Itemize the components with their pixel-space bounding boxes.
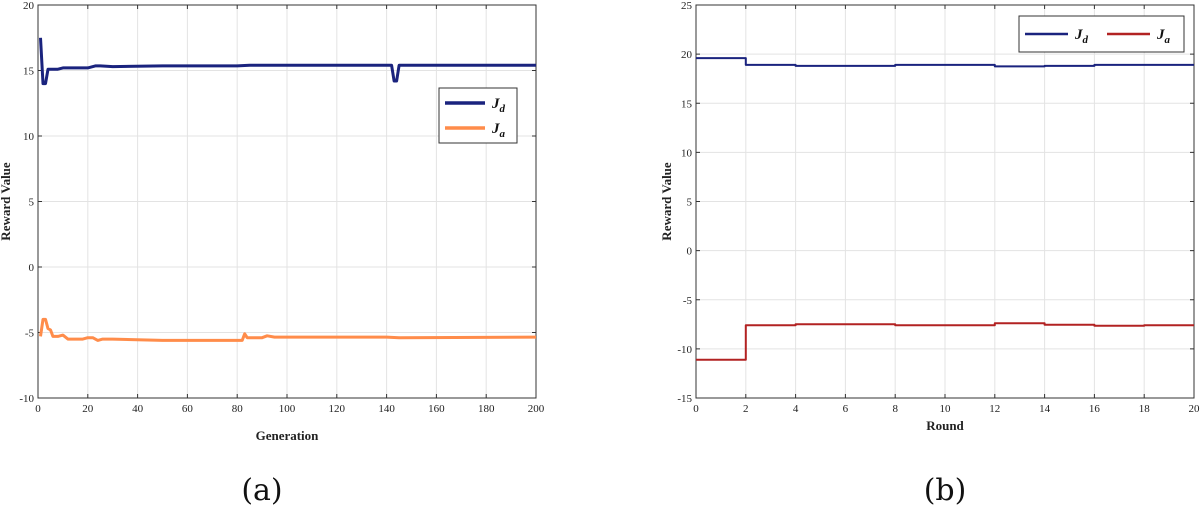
y-tick-label: 0: [29, 262, 35, 274]
y-tick-label: 20: [23, 0, 35, 12]
chart-panel-a: 0 20 40 60 80 100 120 140 160 180 200 -10 -5 0 5 10 15 20…: [0, 0, 545, 508]
x-tick-label: 20: [82, 403, 94, 415]
panel-caption: (b): [924, 473, 967, 508]
x-tick-label: 0: [693, 403, 699, 415]
x-axis-label: Generation: [256, 428, 320, 443]
y-tick-label: 10: [23, 131, 35, 143]
x-tick-label: 18: [1139, 403, 1151, 415]
x-axis-label: Round: [926, 418, 964, 433]
x-tick-label: 120: [329, 403, 346, 415]
x-tick-label: 160: [428, 403, 445, 415]
y-tick-label: 15: [681, 98, 693, 110]
x-tick-label: 60: [182, 403, 194, 415]
x-tick-label: 6: [843, 403, 849, 415]
y-tick-label: -10: [677, 344, 692, 356]
x-tick-label: 10: [940, 403, 952, 415]
x-tick-label: 20: [1189, 403, 1200, 415]
series-line-d: [39, 37, 536, 86]
y-tick-label: -5: [683, 295, 693, 307]
x-tick-label: 180: [478, 403, 495, 415]
y-tick-label: 5: [29, 197, 35, 209]
x-tick-label: 200: [528, 403, 545, 415]
x-tick-label: 100: [279, 403, 296, 415]
legend-box: [438, 87, 518, 144]
y-tick-label: -5: [25, 328, 35, 340]
x-tick-label: 12: [989, 403, 1000, 415]
y-tick-label: 20: [681, 49, 693, 61]
x-tick-label: 4: [793, 403, 799, 415]
series-line-a: [39, 317, 537, 342]
series-line-a: [696, 322, 1194, 361]
x-tick-label: 80: [232, 403, 244, 415]
y-tick-label: 5: [687, 197, 693, 209]
x-tick-label: 16: [1089, 403, 1101, 415]
panel-caption: (a): [241, 473, 282, 508]
x-tick-label: 14: [1039, 403, 1051, 415]
x-tick-label: 40: [132, 403, 144, 415]
y-axis-label: Reward Value: [659, 162, 674, 241]
y-tick-label: 25: [681, 0, 693, 12]
x-tick-label: 2: [743, 403, 749, 415]
y-tick-label: -10: [19, 393, 34, 405]
x-tick-label: 0: [35, 403, 41, 415]
y-tick-label: 10: [681, 147, 693, 159]
x-tick-label: 8: [892, 403, 898, 415]
y-axis-label: Reward Value: [0, 162, 13, 241]
chart-panel-b: 0 2 4 6 8 10 12 14 16 18 20 -15 -10 -5 0 5 10 15 20 25 Round…: [659, 0, 1200, 508]
y-tick-label: -15: [677, 393, 692, 405]
series-line-d: [696, 57, 1194, 68]
x-tick-label: 140: [378, 403, 395, 415]
y-tick-label: 0: [687, 246, 693, 258]
y-tick-label: 15: [23, 66, 35, 78]
